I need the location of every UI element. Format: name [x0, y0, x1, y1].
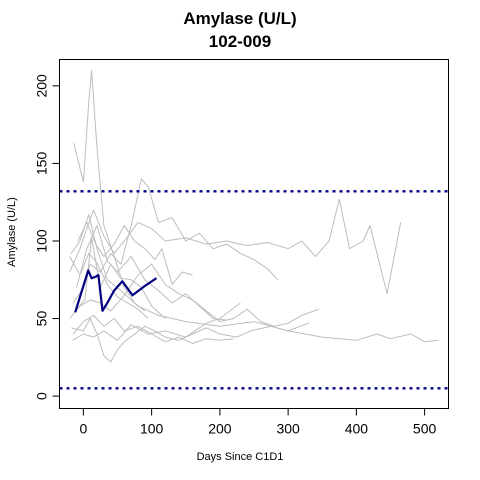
chart-subtitle: 102-009 — [208, 32, 272, 51]
series-line — [74, 237, 166, 319]
highlight-series-line — [74, 269, 158, 313]
series-line — [70, 214, 439, 343]
y-tick-label: 0 — [34, 392, 50, 400]
reference-lines — [59, 190, 449, 390]
x-tick-label: 400 — [345, 421, 369, 437]
y-tick-label: 200 — [34, 74, 50, 98]
x-tick-label: 300 — [276, 421, 300, 437]
series-line — [70, 318, 309, 363]
axes: 0 100 200 300 400 500 0 50 100 150 200 — [34, 74, 437, 437]
plot-frame — [59, 59, 449, 409]
x-tick-label: 200 — [208, 421, 232, 437]
x-tick-label: 100 — [140, 421, 164, 437]
y-tick-label: 150 — [34, 152, 50, 176]
series-lines — [69, 69, 439, 363]
series-line — [69, 198, 402, 295]
y-tick-label: 50 — [34, 311, 50, 327]
series-line — [76, 225, 227, 321]
x-tick-label: 0 — [79, 421, 87, 437]
y-tick-label: 100 — [34, 229, 50, 253]
series-line — [73, 69, 146, 312]
series-line — [69, 252, 149, 319]
x-axis-label: Days Since C1D1 — [196, 451, 284, 463]
series-line — [72, 314, 234, 344]
series-line — [72, 302, 241, 341]
x-tick-label: 500 — [413, 421, 437, 437]
series-line — [77, 221, 193, 285]
chart-title: Amylase (U/L) — [183, 9, 297, 28]
series-line — [72, 178, 279, 304]
